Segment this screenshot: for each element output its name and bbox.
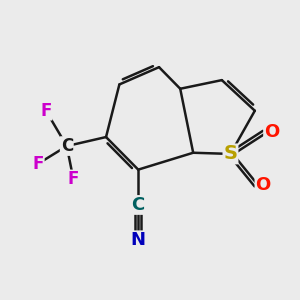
Text: N: N — [131, 231, 146, 249]
Text: C: C — [61, 137, 73, 155]
Text: S: S — [224, 144, 238, 164]
Text: O: O — [264, 123, 279, 141]
Text: O: O — [255, 176, 271, 194]
Text: F: F — [40, 102, 52, 120]
Text: F: F — [68, 170, 79, 188]
Text: F: F — [32, 155, 44, 173]
Text: C: C — [132, 196, 145, 214]
